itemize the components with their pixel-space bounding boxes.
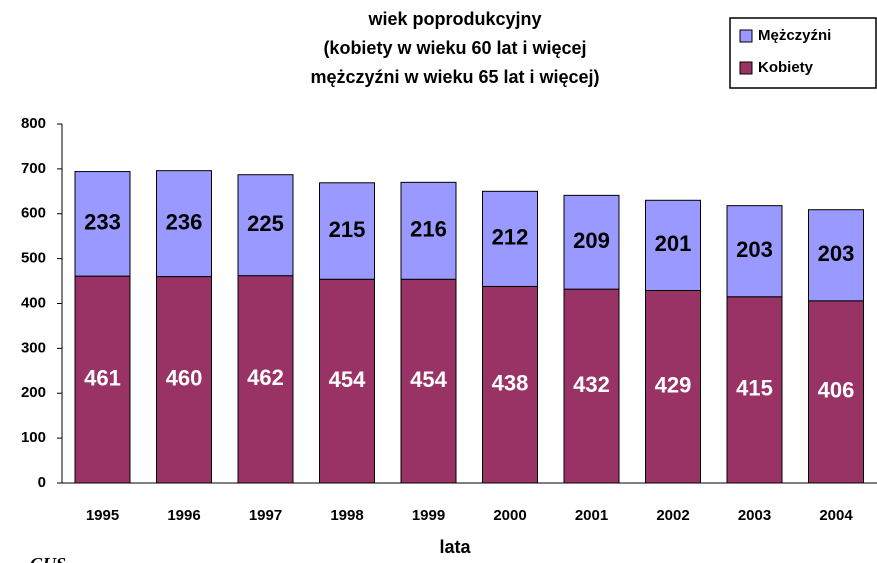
legend-label: Mężczyźni (758, 27, 831, 44)
bar-segment (319, 182, 375, 280)
data-label: 209 (573, 228, 610, 253)
data-label: 454 (329, 367, 366, 392)
data-label: 406 (818, 378, 855, 403)
bar-segment (400, 278, 457, 484)
bar-segment (237, 275, 294, 484)
x-tick-label: 2003 (738, 507, 771, 524)
data-label: 432 (573, 372, 610, 397)
y-tick-label: 100 (21, 429, 46, 446)
bar-segment (808, 209, 864, 302)
y-tick-label: 0 (38, 474, 46, 491)
data-label: 215 (329, 217, 366, 242)
y-tick-label: 500 (21, 250, 46, 267)
legend-label: Kobiety (758, 59, 814, 76)
bar-segment (237, 174, 294, 277)
x-tick-label: 1999 (412, 507, 445, 524)
x-tick-label: 2004 (819, 507, 853, 524)
bar-segment (808, 300, 864, 484)
x-tick-label: 2000 (493, 507, 526, 524)
y-tick-label: 700 (21, 160, 46, 177)
chart-title: wiek poprodukcyjny (367, 9, 541, 29)
data-label: 203 (736, 237, 773, 262)
data-label: 454 (410, 367, 447, 392)
source: GUS (30, 554, 66, 563)
y-tick-label: 600 (21, 205, 46, 222)
legend-swatch (739, 61, 753, 75)
data-label: 212 (492, 225, 529, 250)
data-label: 203 (818, 241, 855, 266)
bar-segment (74, 275, 131, 484)
legend-box (729, 17, 877, 89)
data-label: 460 (166, 366, 203, 391)
x-axis-label: lata (439, 537, 471, 557)
data-label: 225 (247, 211, 284, 236)
data-label: 429 (655, 373, 692, 398)
bar-segment (400, 181, 457, 280)
bar-segment (726, 296, 783, 484)
data-label: 415 (736, 376, 773, 401)
bar-segment (156, 276, 212, 484)
data-label: 236 (166, 209, 203, 234)
x-tick-label: 1996 (167, 507, 200, 524)
bar-segment (482, 285, 538, 484)
y-tick-label: 800 (21, 115, 46, 132)
bar-segment (563, 194, 620, 290)
chart-title: mężczyźni w wieku 65 lat i więcej) (310, 67, 599, 87)
data-label: 216 (410, 217, 447, 242)
data-label: 462 (247, 365, 284, 390)
x-tick-label: 1998 (330, 507, 363, 524)
data-label: 461 (84, 365, 121, 390)
bar-segment (482, 190, 538, 287)
bar-segment (563, 288, 620, 484)
y-tick-label: 300 (21, 339, 46, 356)
x-tick-label: 1995 (86, 507, 119, 524)
bar-segment (645, 289, 701, 484)
y-tick-label: 400 (21, 294, 46, 311)
chart-title: (kobiety w wieku 60 lat i więcej (323, 38, 586, 58)
data-label: 201 (655, 231, 692, 256)
bar-segment (645, 199, 701, 291)
bar-segment (74, 171, 131, 277)
bar-segment (156, 170, 212, 278)
data-label: 438 (492, 371, 529, 396)
x-tick-label: 2001 (575, 507, 608, 524)
x-tick-label: 2002 (656, 507, 689, 524)
bar-segment (726, 205, 783, 298)
y-tick-label: 200 (21, 384, 46, 401)
x-tick-label: 1997 (249, 507, 282, 524)
data-label: 233 (84, 210, 121, 235)
legend-swatch (739, 29, 753, 43)
